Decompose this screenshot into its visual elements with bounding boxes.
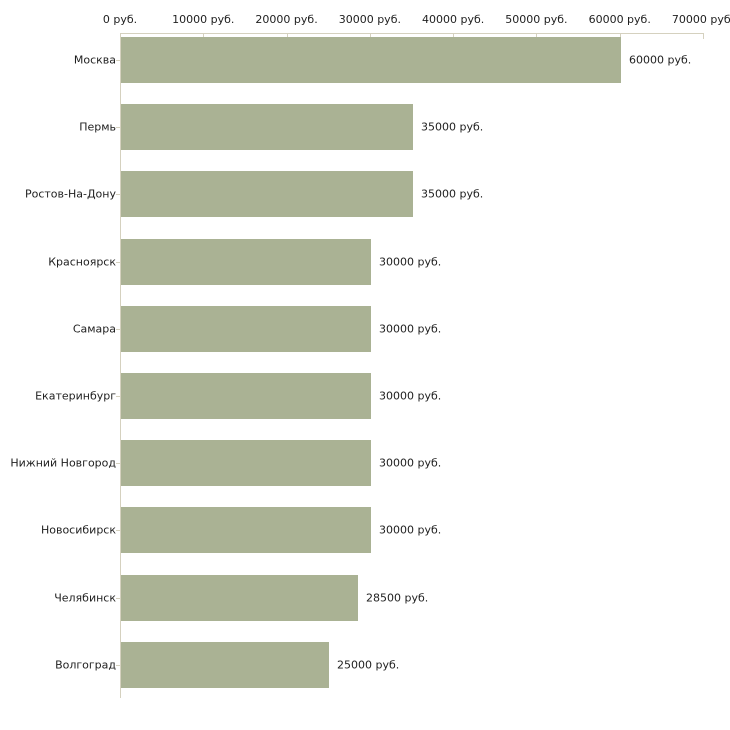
bar-3 — [121, 171, 413, 217]
x-axis-tick-label: 0 руб. — [102, 13, 138, 26]
x-axis-tick — [703, 34, 704, 39]
category-label: Нижний Новгород — [10, 456, 116, 470]
bar-10 — [121, 642, 329, 688]
bar-8 — [121, 507, 371, 553]
bar-7 — [121, 440, 371, 486]
category-tick — [116, 262, 120, 263]
x-axis-tick — [536, 34, 538, 39]
bar-5 — [121, 306, 371, 352]
value-label: 60000 руб. — [629, 53, 692, 67]
category-label: Новосибирск — [40, 523, 116, 537]
category-tick — [116, 598, 120, 599]
bar-1 — [121, 37, 621, 83]
value-label: 30000 руб. — [379, 523, 442, 537]
x-axis-tick — [286, 34, 288, 39]
x-axis-line — [120, 33, 704, 34]
bar-6 — [121, 373, 371, 419]
value-label: 35000 руб. — [421, 120, 484, 134]
x-axis-tick-label: 20000 руб. — [255, 13, 318, 26]
bar-4 — [121, 239, 371, 285]
category-tick — [116, 665, 120, 666]
category-tick — [116, 60, 120, 61]
x-axis-tick — [453, 34, 455, 39]
x-axis-tick-label: 10000 руб. — [172, 13, 235, 26]
value-label: 30000 руб. — [379, 456, 442, 470]
category-tick — [116, 194, 120, 195]
value-label: 30000 руб. — [379, 389, 442, 403]
value-label: 28500 руб. — [366, 591, 429, 605]
category-tick — [116, 127, 120, 128]
x-axis-tick — [369, 34, 371, 39]
bar-2 — [121, 104, 413, 150]
y-axis-line — [120, 33, 121, 698]
category-tick — [116, 463, 120, 464]
x-axis-tick — [619, 34, 621, 39]
category-label: Пермь — [79, 120, 116, 134]
x-axis-tick-label: 70000 руб. — [671, 13, 730, 26]
value-label: 30000 руб. — [379, 322, 442, 336]
x-axis-tick-label: 30000 руб. — [338, 13, 401, 26]
category-label: Екатеринбург — [35, 389, 116, 403]
value-label: 35000 руб. — [421, 187, 484, 201]
x-axis-tick-label: 40000 руб. — [422, 13, 485, 26]
category-label: Ростов-На-Дону — [24, 187, 116, 201]
x-axis-tick — [203, 34, 205, 39]
category-label: Волгоград — [55, 658, 116, 672]
category-tick — [116, 396, 120, 397]
category-label: Красноярск — [48, 255, 116, 269]
bar-9 — [121, 575, 358, 621]
x-axis-tick-label: 60000 руб. — [588, 13, 651, 26]
category-label: Москва — [73, 53, 116, 67]
x-axis-tick-label: 50000 руб. — [505, 13, 568, 26]
category-tick — [116, 530, 120, 531]
value-label: 30000 руб. — [379, 255, 442, 269]
value-label: 25000 руб. — [337, 658, 400, 672]
category-label: Челябинск — [54, 591, 116, 605]
category-tick — [116, 329, 120, 330]
category-label: Самара — [72, 322, 116, 336]
